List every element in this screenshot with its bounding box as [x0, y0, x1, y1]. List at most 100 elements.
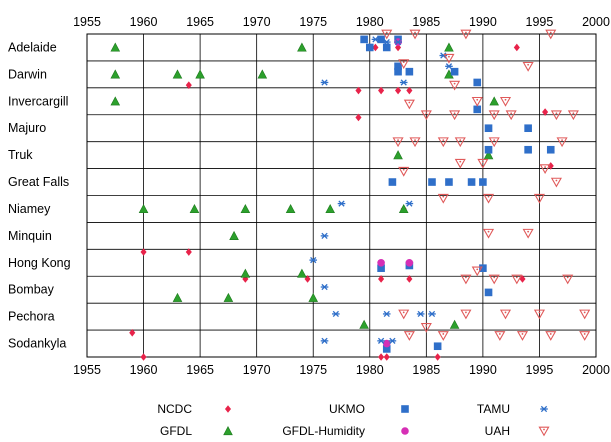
station-label: Truk	[8, 148, 33, 162]
asterisk-stroke	[389, 337, 396, 344]
data-point	[454, 137, 466, 148]
triangle-outline	[449, 110, 461, 121]
data-point	[308, 292, 319, 302]
top-tick-label: 1965	[186, 15, 214, 29]
bottom-tick-label: 1980	[356, 363, 384, 377]
data-point	[189, 204, 200, 214]
data-point	[297, 42, 307, 52]
triangle-dot	[425, 112, 428, 115]
data-point	[443, 53, 455, 64]
data-point	[383, 353, 390, 361]
data-point	[434, 353, 441, 361]
station-label: Darwin	[8, 67, 47, 81]
asterisk-stroke	[338, 200, 345, 207]
data-point	[477, 158, 489, 169]
triangle-outline	[398, 166, 410, 177]
triangle-dot	[442, 195, 445, 198]
data-point	[405, 258, 414, 267]
bottom-tick-label: 1965	[186, 363, 214, 377]
data-point	[172, 69, 183, 79]
data-point	[304, 275, 311, 283]
data-point	[494, 331, 506, 341]
bottom-tick-label: 1960	[130, 363, 158, 377]
legend-marker	[401, 405, 409, 413]
triangle-dot	[448, 55, 450, 58]
data-point	[505, 110, 517, 121]
asterisk-stroke	[332, 310, 339, 318]
triangle-outline	[550, 177, 562, 188]
data-point	[382, 310, 391, 318]
triangle-outline	[381, 29, 393, 40]
triangle-dot	[527, 63, 530, 66]
data-point	[439, 52, 448, 59]
bottom-tick-label: 1985	[412, 363, 440, 377]
triangle-dot	[402, 168, 405, 171]
triangle-dot	[521, 333, 524, 335]
data-point	[484, 288, 493, 297]
series-gfdl	[110, 42, 499, 329]
data-point	[378, 353, 385, 361]
station-label: Majuro	[8, 121, 46, 135]
station-label: Sodankyla	[8, 337, 66, 351]
data-point	[398, 166, 410, 177]
data-point	[403, 99, 415, 110]
data-point	[172, 292, 183, 302]
legend-label: UAH	[485, 424, 510, 438]
data-point	[110, 69, 121, 79]
series-uah	[381, 29, 591, 341]
top-axis-ticks: 1955 1960 1965 1970 1975 1980 1985 1990 1995 2000	[73, 15, 610, 29]
data-point	[395, 86, 402, 95]
asterisk-stroke	[400, 79, 407, 86]
data-point	[365, 43, 374, 52]
data-point	[482, 228, 495, 239]
triangle-outline	[409, 29, 421, 40]
data-point	[129, 328, 136, 337]
data-point	[337, 200, 346, 207]
data-point	[320, 337, 329, 344]
triangle-dot	[476, 268, 479, 271]
triangle-outline	[545, 331, 557, 341]
triangle-dot	[487, 230, 490, 233]
triangle-dot	[555, 112, 558, 115]
legend-marker	[224, 405, 232, 413]
triangle-outline	[488, 274, 500, 285]
data-point	[545, 29, 557, 40]
triangle-outline	[545, 29, 557, 40]
series-ukmo	[360, 35, 555, 353]
data-point	[433, 342, 442, 351]
triangle-outline	[482, 228, 495, 239]
data-point	[445, 178, 453, 186]
data-point	[562, 274, 574, 285]
asterisk-stroke	[445, 63, 453, 70]
triangle-dot	[572, 112, 575, 115]
data-point	[382, 339, 391, 348]
data-point	[524, 124, 532, 133]
triangle-dot	[543, 428, 545, 431]
triangle-outline	[398, 309, 410, 320]
legend-label: TAMU	[477, 402, 510, 416]
top-tick-label: 1955	[73, 15, 101, 29]
station-label: Invercargill	[8, 94, 68, 108]
asterisk-stroke	[417, 310, 424, 318]
data-point	[437, 193, 449, 204]
data-point	[473, 105, 482, 114]
triangle-outline	[533, 309, 545, 320]
data-point	[229, 230, 239, 240]
triangle-dot	[504, 311, 507, 314]
data-point	[484, 145, 493, 154]
data-point	[403, 331, 415, 341]
data-point	[542, 108, 549, 116]
asterisk-stroke	[310, 256, 317, 264]
data-point	[110, 96, 121, 106]
triangle-outline	[550, 110, 562, 121]
data-point	[393, 150, 403, 160]
triangle-dot	[493, 276, 496, 279]
bottom-axis-ticks: 1955 1960 1965 1970 1975 1980 1985 1990 1995 2000	[73, 363, 610, 377]
data-point	[428, 178, 436, 186]
data-point	[359, 319, 369, 329]
triangle-dot	[515, 276, 518, 279]
triangle-dot	[538, 195, 541, 198]
data-point	[377, 35, 385, 44]
data-point	[381, 29, 393, 40]
data-points	[110, 29, 591, 361]
